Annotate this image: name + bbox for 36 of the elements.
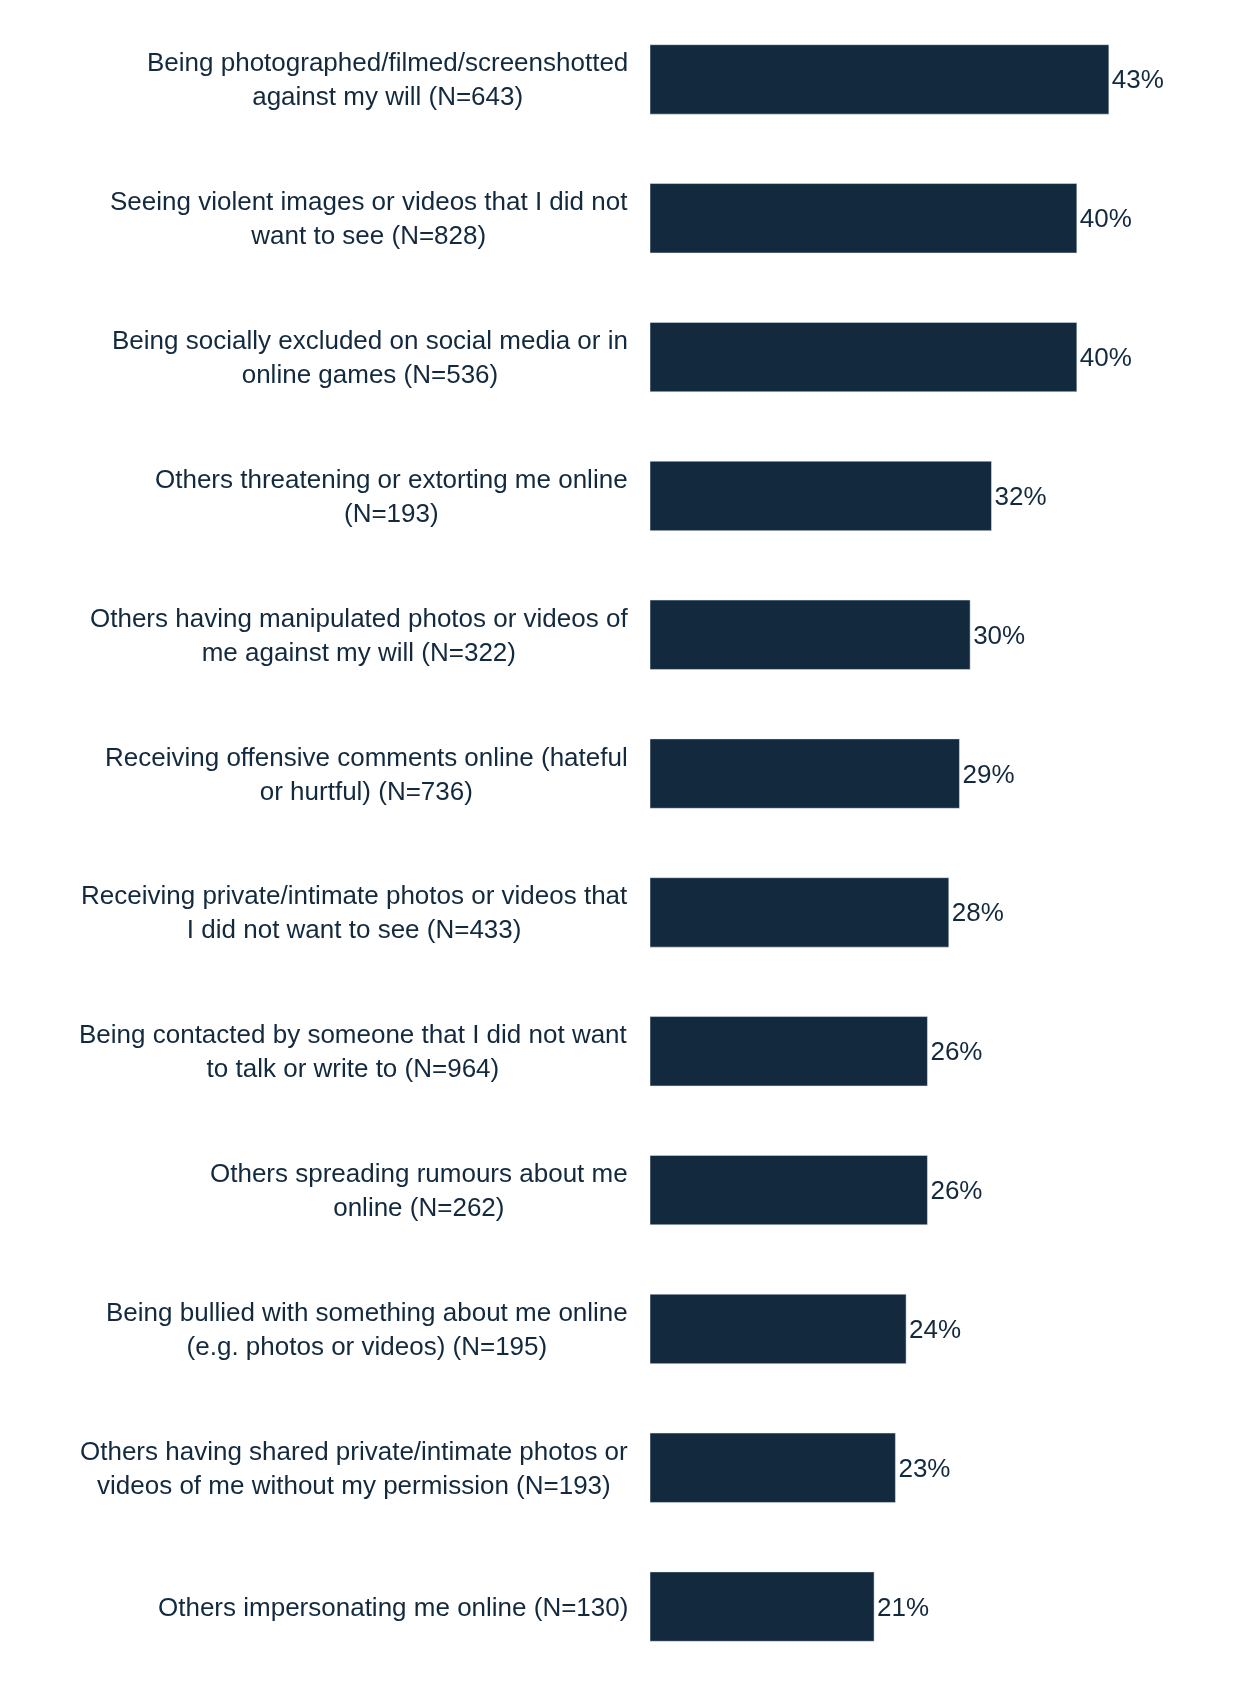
y-tick-label: Others spreading rumours about me online (N=262) bbox=[210, 1158, 628, 1222]
data-label: 40% bbox=[1079, 203, 1132, 234]
data-label: 40% bbox=[1079, 342, 1132, 373]
y-tick-label: Being contacted by someone that I did not want to talk or write to (N=964) bbox=[79, 1019, 628, 1083]
data-label: 21% bbox=[877, 1591, 930, 1622]
data-label: 28% bbox=[951, 897, 1004, 928]
y-tick-label: Receiving private/intimate photos or videos that I did not want to see (N=433) bbox=[81, 880, 629, 944]
bar bbox=[650, 1432, 896, 1503]
y-tick-label: Others threatening or extorting me online (N=193) bbox=[155, 464, 628, 528]
bar bbox=[650, 44, 1110, 115]
data-label: 32% bbox=[994, 480, 1047, 511]
data-label: 43% bbox=[1111, 64, 1164, 95]
y-tick-label: Being bullied with something about me online (e.g. photos or videos) (N=195) bbox=[106, 1297, 628, 1361]
bar bbox=[650, 183, 1078, 254]
data-label: 29% bbox=[962, 758, 1015, 789]
bar bbox=[650, 738, 960, 809]
data-label: 26% bbox=[930, 1036, 983, 1067]
bar bbox=[650, 1293, 907, 1364]
y-tick-label: Being photographed/filmed/screenshotted against my will (N=643) bbox=[147, 47, 629, 111]
y-tick-label: Others having manipulated photos or videos of me against my will (N=322) bbox=[90, 603, 629, 667]
bar bbox=[650, 322, 1078, 393]
y-tick-label: Being socially excluded on social media or in online games (N=536) bbox=[112, 325, 628, 389]
data-label: 26% bbox=[930, 1175, 983, 1206]
data-label: 30% bbox=[973, 619, 1026, 650]
bar bbox=[650, 599, 971, 670]
bar bbox=[650, 877, 950, 948]
data-label: 23% bbox=[898, 1452, 951, 1483]
data-label: 24% bbox=[909, 1313, 962, 1344]
y-tick-label: Others impersonating me online (N=130) bbox=[158, 1592, 629, 1622]
y-tick-label: Others having shared private/intimate photos or videos of me without my permission (N=193) bbox=[80, 1436, 629, 1500]
bar bbox=[650, 1016, 928, 1087]
y-tick-label: Receiving offensive comments online (hateful or hurtful) (N=736) bbox=[105, 742, 628, 806]
bar bbox=[650, 1571, 875, 1642]
bar bbox=[650, 460, 992, 531]
y-tick-label: Seeing violent images or videos that I did not want to see (N=828) bbox=[110, 186, 629, 250]
bar bbox=[650, 1155, 928, 1226]
